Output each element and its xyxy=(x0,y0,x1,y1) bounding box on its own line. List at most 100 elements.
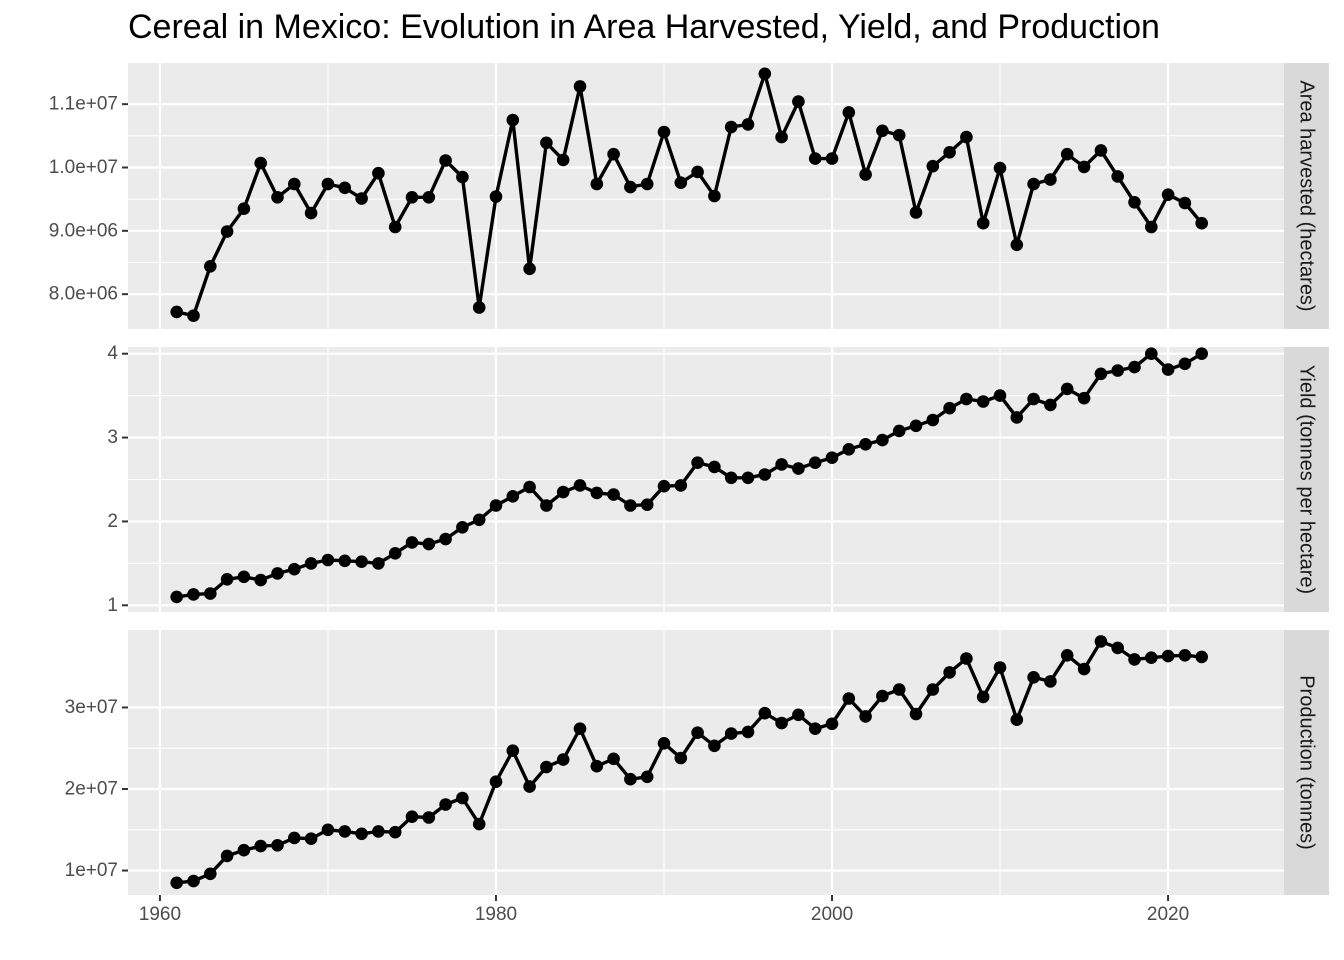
data-point xyxy=(624,772,637,786)
data-point xyxy=(439,532,452,546)
x-axis: 1960 1980 2000 2020 xyxy=(139,895,1189,925)
data-point xyxy=(1178,649,1192,662)
data-point xyxy=(573,722,587,735)
data-point xyxy=(540,136,553,150)
data-point xyxy=(321,553,335,567)
data-point xyxy=(187,588,200,601)
data-point xyxy=(573,479,587,492)
data-point xyxy=(1111,364,1124,377)
data-point xyxy=(1111,641,1124,655)
facet-strip xyxy=(1284,630,1329,895)
data-point xyxy=(456,791,469,805)
data-point xyxy=(472,817,486,831)
data-point xyxy=(388,220,402,234)
y-tick-label: 3 xyxy=(107,427,118,448)
data-point xyxy=(288,177,301,191)
data-point xyxy=(1060,649,1074,662)
data-point xyxy=(422,811,436,824)
data-point xyxy=(1077,160,1091,174)
data-point xyxy=(1027,671,1040,684)
data-point xyxy=(943,401,956,415)
data-point xyxy=(775,716,788,730)
data-point xyxy=(1094,635,1108,648)
data-point xyxy=(254,156,267,170)
data-point xyxy=(523,780,536,793)
data-point xyxy=(976,690,990,704)
data-point xyxy=(204,867,217,881)
data-point xyxy=(170,305,183,319)
panel-2: 1 2 3 4 Yield (tonnes per hectare) xyxy=(107,343,1329,616)
y-tick-label: 2 xyxy=(107,511,118,532)
data-point xyxy=(607,147,620,161)
data-point xyxy=(1027,392,1040,406)
data-point xyxy=(237,202,251,215)
data-point xyxy=(892,683,906,696)
data-point xyxy=(506,113,520,127)
data-point xyxy=(758,468,772,481)
data-point xyxy=(271,191,284,204)
data-point xyxy=(288,831,301,845)
data-point xyxy=(1145,651,1158,664)
y-tick-label: 1.0e+07 xyxy=(49,157,118,178)
data-point xyxy=(1161,363,1175,376)
data-point xyxy=(220,225,234,238)
data-point xyxy=(657,125,671,139)
facet-strip-label: Area harvested (hectares) xyxy=(1296,80,1318,311)
data-point xyxy=(1060,382,1074,396)
x-tick-label: 1980 xyxy=(475,904,517,925)
data-point xyxy=(808,152,822,165)
data-point xyxy=(691,165,704,179)
data-point xyxy=(640,498,654,512)
data-point xyxy=(708,739,721,753)
data-point xyxy=(775,458,788,471)
facet-strip-label: Production (tonnes) xyxy=(1296,675,1318,850)
data-point xyxy=(741,118,755,131)
data-point xyxy=(170,876,183,890)
data-point xyxy=(422,537,436,551)
data-point xyxy=(288,562,301,576)
data-point xyxy=(909,419,923,433)
data-point xyxy=(876,124,889,138)
data-point xyxy=(271,839,284,852)
data-point xyxy=(892,128,906,142)
data-point xyxy=(1077,391,1091,405)
data-point xyxy=(657,479,671,493)
data-point xyxy=(607,752,620,766)
data-point xyxy=(556,753,570,766)
data-point xyxy=(472,513,486,527)
data-point xyxy=(640,177,654,191)
data-point xyxy=(439,154,452,167)
data-point xyxy=(607,488,620,501)
data-point xyxy=(708,460,721,474)
facet-strip-label: Yield (tonnes per hectare) xyxy=(1296,365,1318,594)
data-point xyxy=(741,471,755,485)
data-point xyxy=(741,725,755,739)
data-point xyxy=(960,652,973,665)
data-point xyxy=(388,547,402,560)
data-point xyxy=(976,395,990,408)
x-tick-label: 2000 xyxy=(811,904,853,925)
data-point xyxy=(842,443,856,456)
data-point xyxy=(708,189,721,203)
data-point xyxy=(657,737,671,750)
y-tick-label: 1e+07 xyxy=(65,860,118,881)
data-point xyxy=(691,456,704,470)
data-point xyxy=(590,486,604,500)
data-point xyxy=(355,827,368,841)
data-point xyxy=(220,573,234,586)
y-tick-label: 4 xyxy=(107,343,118,364)
data-point xyxy=(909,206,923,219)
data-point xyxy=(204,260,217,273)
data-point xyxy=(523,480,536,494)
data-point xyxy=(842,692,856,705)
data-point xyxy=(271,567,284,580)
data-point xyxy=(204,587,217,600)
data-point xyxy=(1161,649,1175,663)
data-point xyxy=(556,153,570,167)
data-point xyxy=(943,146,956,159)
data-point xyxy=(926,413,940,427)
data-point xyxy=(1010,713,1024,726)
data-point xyxy=(1010,411,1024,424)
data-point xyxy=(456,521,469,534)
